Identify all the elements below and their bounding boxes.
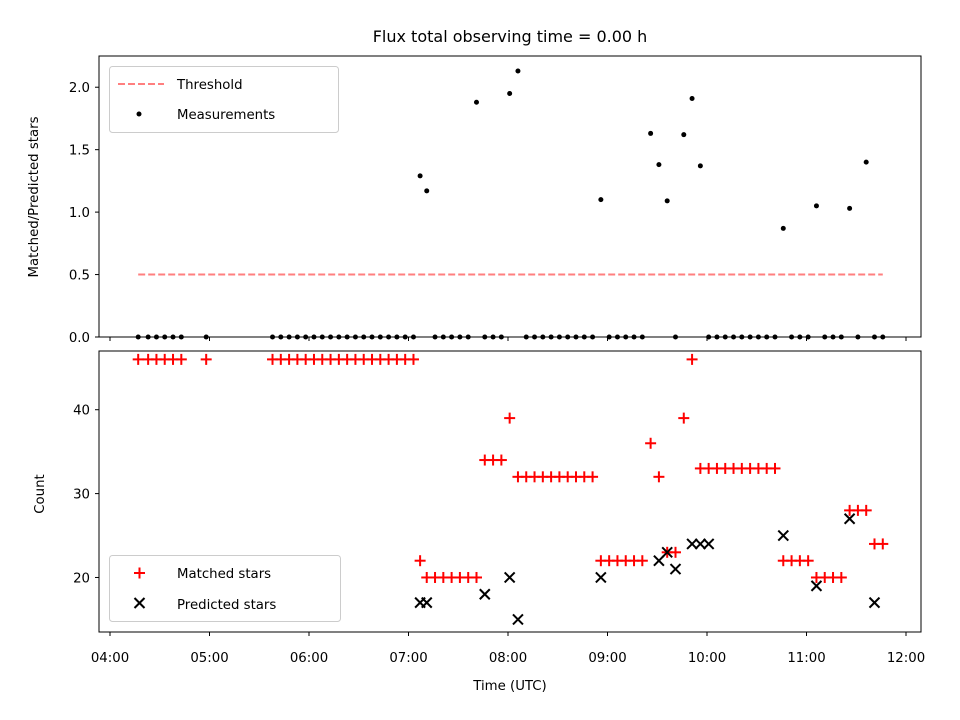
top-yticks: 0.0 0.5 1.0 1.5 2.0 bbox=[69, 81, 99, 346]
bottom-panel: 20 30 40 04:00 05:00 06:00 07:00 08:00 09:00 10:… bbox=[33, 350, 925, 694]
matched-star-point bbox=[835, 571, 847, 583]
bottom-xtick-label: 06:00 bbox=[290, 651, 328, 666]
matched-star-point bbox=[504, 412, 516, 424]
top-ytick-label: 1.5 bbox=[69, 144, 90, 159]
bottom-marks bbox=[132, 353, 889, 626]
predicted-star-point bbox=[810, 580, 823, 592]
top-ytick-label: 0.5 bbox=[69, 269, 90, 284]
top-plot-frame bbox=[98, 55, 922, 338]
predicted-star-point bbox=[653, 554, 665, 567]
predicted-star-point bbox=[694, 538, 707, 550]
matched-star-point bbox=[200, 353, 212, 365]
matched-star-point bbox=[653, 471, 665, 483]
legend-matched-swatch bbox=[134, 567, 145, 579]
measurement-point bbox=[473, 99, 479, 105]
legend-measurements-label: Measurements bbox=[177, 108, 275, 123]
legend-threshold-label: Threshold bbox=[176, 78, 243, 93]
bottom-xtick-label: 10:00 bbox=[688, 651, 726, 666]
predicted-star-point bbox=[669, 563, 682, 575]
bottom-xtick-label: 11:00 bbox=[787, 651, 825, 666]
measurement-point bbox=[417, 173, 423, 179]
measurement-point bbox=[697, 163, 703, 169]
measurement-point bbox=[847, 205, 853, 211]
predicted-star-point bbox=[702, 538, 715, 550]
measurement-point bbox=[656, 162, 662, 168]
legend-measurements-swatch bbox=[136, 111, 142, 117]
measurement-point bbox=[598, 197, 604, 203]
matched-star-point bbox=[802, 555, 814, 567]
predicted-star-point bbox=[512, 613, 524, 626]
matched-star-point bbox=[587, 471, 599, 483]
top-ytick-label: 1.0 bbox=[69, 206, 90, 221]
bottom-ylabel: Count bbox=[33, 474, 48, 514]
matched-star-point bbox=[636, 555, 648, 567]
predicted-star-point bbox=[686, 538, 698, 550]
predicted-star-point bbox=[661, 546, 673, 559]
top-panel: Flux total observing time = 0.00 h 0.00.… bbox=[27, 27, 922, 346]
predicted-star-point bbox=[595, 571, 607, 584]
bottom-xtick-label: 12:00 bbox=[887, 651, 925, 666]
bottom-plot-frame bbox=[98, 350, 922, 633]
predicted-star-point bbox=[479, 588, 491, 600]
matched-star-point bbox=[769, 462, 781, 474]
matched-star-point bbox=[860, 504, 872, 516]
top-ylabel: Matched/Predicted stars bbox=[27, 116, 42, 277]
measurement-point bbox=[648, 130, 654, 136]
bottom-xtick-label: 09:00 bbox=[588, 651, 626, 666]
predicted-star-point bbox=[843, 513, 856, 525]
matched-star-point bbox=[877, 538, 889, 550]
matched-star-point bbox=[678, 412, 690, 424]
measurement-point bbox=[507, 90, 513, 96]
matched-star-point bbox=[175, 353, 187, 365]
predicted-star-point bbox=[503, 571, 516, 584]
matched-star-point bbox=[407, 353, 419, 365]
bottom-ytick-label: 30 bbox=[73, 488, 90, 503]
matched-star-point bbox=[645, 437, 657, 449]
predicted-star-point bbox=[777, 529, 789, 542]
bottom-legend: Matched stars Predicted stars bbox=[109, 555, 341, 622]
bottom-xtick-label: 07:00 bbox=[389, 651, 427, 666]
matched-star-point bbox=[414, 555, 426, 567]
bottom-xticks: 04:00 05:00 06:00 07:00 08:00 09:00 10:00 11:00… bbox=[91, 632, 925, 666]
measurement-point bbox=[681, 132, 687, 138]
bottom-legend-box bbox=[109, 555, 341, 622]
legend-predicted-swatch bbox=[133, 597, 146, 609]
bottom-ytick-label: 40 bbox=[73, 404, 90, 419]
matched-star-point bbox=[686, 353, 698, 365]
predicted-star-point bbox=[421, 596, 433, 609]
top-legend-box bbox=[109, 66, 339, 133]
bottom-ytick-label: 20 bbox=[73, 571, 90, 586]
top-ytick-label: 2.0 bbox=[69, 81, 90, 96]
measurement-point bbox=[689, 95, 695, 101]
chart-title: Flux total observing time = 0.00 h bbox=[373, 27, 648, 46]
matched-star-point bbox=[669, 546, 681, 558]
matched-star-point bbox=[495, 454, 507, 466]
measurement-point bbox=[780, 225, 786, 231]
bottom-xtick-label: 08:00 bbox=[489, 651, 527, 666]
bottom-xlabel: Time (UTC) bbox=[472, 679, 547, 694]
matched-star-point bbox=[132, 353, 144, 365]
top-xticks bbox=[109, 337, 907, 341]
bottom-yticks: 20 30 40 bbox=[73, 404, 99, 586]
legend-matched-label: Matched stars bbox=[177, 567, 271, 582]
bottom-xtick-label: 04:00 bbox=[91, 651, 129, 666]
measurement-point bbox=[424, 188, 430, 194]
measurement-point bbox=[664, 198, 670, 204]
measurement-point bbox=[813, 203, 819, 209]
top-ytick-label: 0.0 bbox=[69, 331, 90, 346]
bottom-xtick-label: 05:00 bbox=[190, 651, 228, 666]
legend-predicted-label: Predicted stars bbox=[177, 598, 276, 613]
predicted-star-point bbox=[868, 596, 881, 609]
top-legend: Threshold Measurements bbox=[109, 66, 339, 133]
measurement-point bbox=[515, 68, 521, 74]
measurement-point bbox=[863, 159, 869, 165]
matched-star-point bbox=[470, 571, 482, 583]
